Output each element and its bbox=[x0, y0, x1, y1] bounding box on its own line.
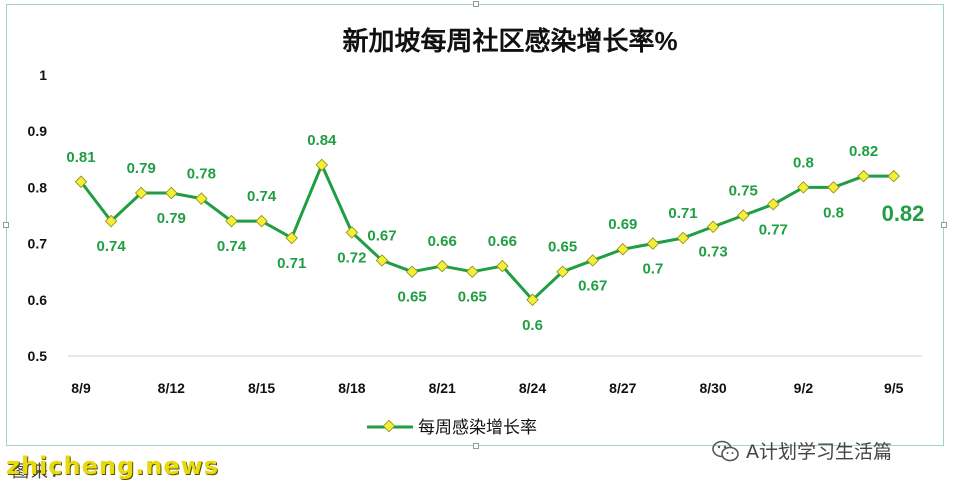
data-point bbox=[676, 231, 690, 245]
data-label: 0.65 bbox=[397, 289, 426, 306]
data-label: 0.78 bbox=[187, 166, 216, 183]
data-label: 0.8 bbox=[793, 154, 814, 171]
data-point bbox=[165, 186, 178, 200]
x-tick-label: 8/24 bbox=[519, 380, 546, 396]
data-label: 0.6 bbox=[522, 317, 543, 334]
data-label: 0.74 bbox=[96, 238, 126, 255]
data-label: 0.67 bbox=[367, 227, 396, 244]
data-point bbox=[405, 265, 419, 278]
wechat-watermark: A计划学习生活篇 bbox=[712, 437, 892, 464]
data-label: 0.74 bbox=[247, 188, 277, 205]
legend-label: 每周感染增长率 bbox=[418, 418, 537, 438]
x-tick-label: 8/21 bbox=[429, 380, 456, 396]
wechat-icon bbox=[712, 439, 740, 463]
data-point bbox=[857, 169, 870, 183]
data-point bbox=[706, 220, 720, 233]
x-tick-label: 8/9 bbox=[71, 380, 91, 396]
data-point bbox=[74, 175, 88, 189]
resize-handle-bottom[interactable] bbox=[473, 443, 479, 449]
data-label: 0.82 bbox=[882, 201, 925, 226]
data-point bbox=[887, 169, 900, 183]
legend-marker bbox=[382, 419, 396, 433]
chart-title: 新加坡每周社区感染增长率% bbox=[342, 26, 677, 56]
data-point bbox=[255, 214, 268, 228]
data-label: 0.65 bbox=[548, 239, 577, 256]
wechat-account-name: A计划学习生活篇 bbox=[746, 441, 892, 463]
data-point bbox=[104, 214, 118, 228]
data-point bbox=[435, 259, 449, 273]
legend: 每周感染增长率 bbox=[367, 418, 537, 438]
data-point bbox=[195, 192, 208, 205]
data-label: 0.71 bbox=[668, 205, 697, 222]
data-label: 0.66 bbox=[428, 233, 457, 250]
series-line bbox=[79, 163, 894, 302]
x-tick-label: 8/15 bbox=[248, 380, 275, 396]
data-point bbox=[797, 181, 810, 194]
data-point bbox=[285, 231, 298, 245]
y-tick-label: 0.5 bbox=[28, 348, 48, 364]
data-point bbox=[736, 209, 750, 222]
data-point bbox=[375, 254, 389, 267]
data-point bbox=[134, 186, 148, 200]
data-label: 0.72 bbox=[337, 249, 366, 266]
y-tick-label: 0.7 bbox=[28, 236, 48, 252]
data-label: 0.75 bbox=[729, 183, 758, 200]
data-label: 0.79 bbox=[127, 160, 156, 177]
data-label: 0.84 bbox=[307, 132, 337, 149]
data-point bbox=[827, 181, 840, 194]
resize-handle-right[interactable] bbox=[941, 222, 947, 228]
x-tick-label: 8/12 bbox=[158, 380, 185, 396]
data-point bbox=[466, 265, 479, 278]
x-tick-label: 9/5 bbox=[884, 380, 904, 396]
data-point bbox=[315, 158, 329, 172]
data-point bbox=[225, 214, 238, 228]
data-label: 0.71 bbox=[277, 255, 306, 272]
data-point bbox=[586, 254, 599, 267]
data-label: 0.74 bbox=[217, 238, 247, 255]
x-tick-label: 8/18 bbox=[338, 380, 365, 396]
data-point bbox=[556, 265, 569, 278]
data-point bbox=[496, 259, 509, 273]
data-label: 0.73 bbox=[698, 244, 727, 261]
news-watermark: zhicheng.news bbox=[6, 452, 220, 480]
data-point bbox=[646, 237, 660, 250]
data-point bbox=[526, 293, 539, 307]
source-watermark: 图来： bbox=[12, 462, 69, 482]
y-tick-label: 1 bbox=[39, 67, 47, 83]
data-label: 0.77 bbox=[759, 221, 788, 238]
x-tick-label: 8/30 bbox=[699, 380, 726, 396]
data-point bbox=[616, 242, 630, 256]
data-point bbox=[345, 226, 359, 239]
x-tick-label: 9/2 bbox=[794, 380, 814, 396]
data-point bbox=[767, 198, 780, 211]
resize-handle-top[interactable] bbox=[473, 1, 479, 7]
y-tick-label: 0.9 bbox=[28, 123, 48, 139]
data-label: 0.69 bbox=[608, 216, 637, 233]
resize-handle-left[interactable] bbox=[3, 222, 9, 228]
data-label: 0.8 bbox=[823, 204, 844, 221]
data-label: 0.82 bbox=[849, 143, 878, 160]
data-label: 0.66 bbox=[488, 233, 517, 250]
y-tick-label: 0.8 bbox=[28, 179, 48, 195]
data-label: 0.81 bbox=[66, 149, 95, 166]
data-label: 0.79 bbox=[157, 210, 186, 227]
data-label: 0.67 bbox=[578, 277, 607, 294]
x-tick-label: 8/27 bbox=[609, 380, 636, 396]
y-tick-label: 0.6 bbox=[28, 292, 48, 308]
chart-frame bbox=[6, 4, 944, 446]
data-label: 0.7 bbox=[642, 261, 663, 278]
data-label: 0.65 bbox=[458, 289, 487, 306]
